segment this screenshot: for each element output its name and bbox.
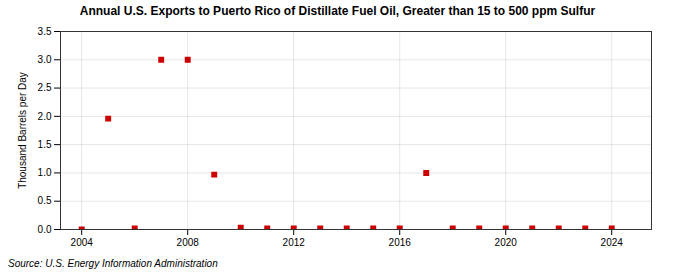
svg-text:3.5: 3.5 <box>38 26 52 37</box>
html-text:Annual U.S. Exports to Puerto: Annual U.S. Exports to Puerto Rico of Di… <box>79 4 596 18</box>
svg-text:3.0: 3.0 <box>38 54 52 65</box>
svg-text:2.5: 2.5 <box>38 82 52 93</box>
svg-text:1.5: 1.5 <box>38 139 52 150</box>
svg-text:Thousand Barrels per Day: Thousand Barrels per Day <box>17 72 28 189</box>
svg-text:0.0: 0.0 <box>38 224 52 235</box>
svg-text:2012: 2012 <box>283 237 306 248</box>
svg-text:2020: 2020 <box>495 237 518 248</box>
svg-text:0.5: 0.5 <box>38 195 52 206</box>
svg-text:1.0: 1.0 <box>38 167 52 178</box>
svg-text:2008: 2008 <box>177 237 200 248</box>
svg-text:2016: 2016 <box>389 237 412 248</box>
svg-text:2.0: 2.0 <box>38 111 52 122</box>
html-text:Source: U.S. Energy Informatio: Source: U.S. Energy Information Administ… <box>8 258 218 269</box>
svg-text:2004: 2004 <box>71 237 94 248</box>
svg-text:2024: 2024 <box>601 237 624 248</box>
